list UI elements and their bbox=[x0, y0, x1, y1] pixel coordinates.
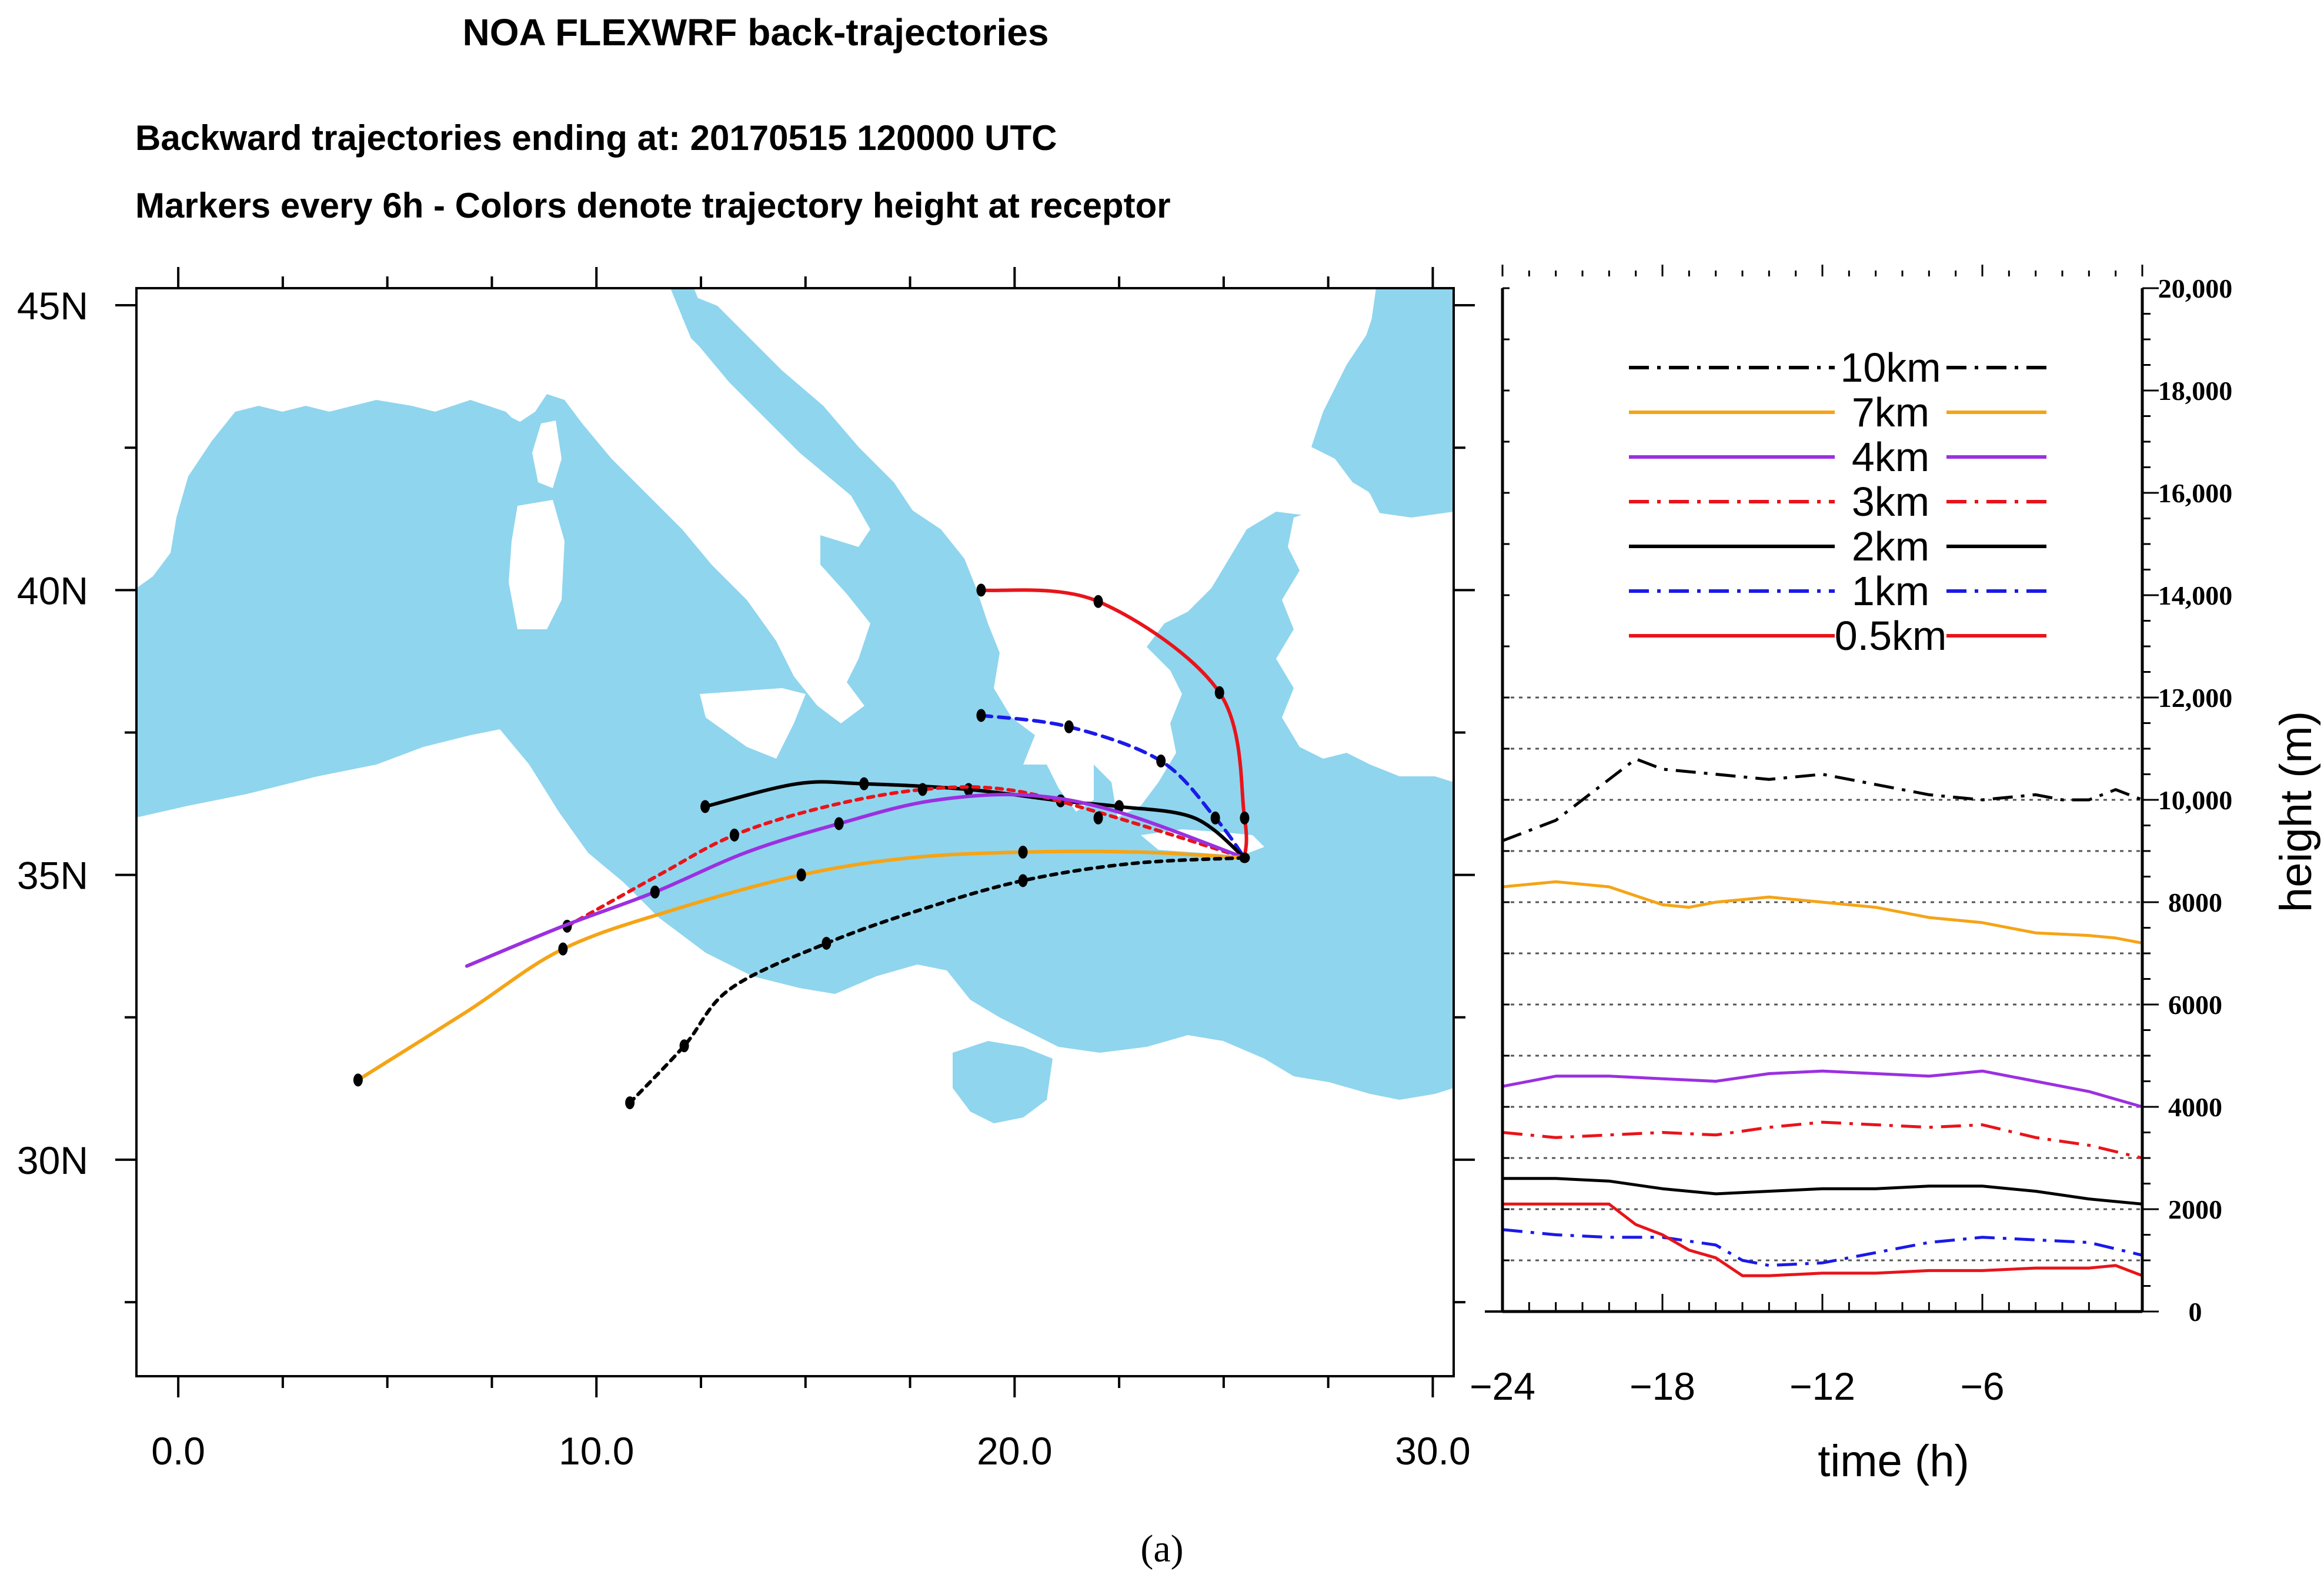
map-marker-4km bbox=[834, 817, 844, 830]
legend-label: 10km bbox=[1840, 345, 1941, 391]
profile-y-tick-label: 12,000 bbox=[2158, 683, 2233, 713]
profile-line-0.5km bbox=[1502, 1202, 2142, 1277]
map-marker-3km bbox=[1093, 811, 1103, 825]
map-marker-7km bbox=[796, 868, 806, 882]
map-trajectory-10km bbox=[628, 856, 1247, 1105]
map-marker-10km bbox=[822, 936, 832, 950]
map-marker-7km bbox=[353, 1073, 363, 1087]
subtitle-ending-time: Backward trajectories ending at: 2017051… bbox=[135, 118, 1057, 158]
profile-y-tick-label: 6000 bbox=[2168, 990, 2222, 1020]
profile-x-tick-label: −24 bbox=[1470, 1364, 1535, 1408]
profile-x-tick-label: −18 bbox=[1630, 1364, 1695, 1408]
profile-y-tick-label: 0 bbox=[2189, 1297, 2202, 1327]
map-marker-1km bbox=[1064, 720, 1074, 733]
legend-label: 1km bbox=[1852, 568, 1929, 614]
profile-y-tick-label: 2000 bbox=[2168, 1194, 2222, 1224]
legend-label: 4km bbox=[1852, 434, 1929, 480]
map-marker-10km bbox=[625, 1096, 635, 1110]
map-marker-0.5km bbox=[1214, 686, 1224, 699]
profile-y-tick-label: 4000 bbox=[2168, 1092, 2222, 1122]
map-marker-2km bbox=[700, 800, 710, 813]
map-marker-10km bbox=[1018, 874, 1028, 887]
profile-axes: 0 2000 4000 6000 8000 10,000 12,000 14,000 16,00… bbox=[1470, 265, 2232, 1408]
map-frame bbox=[135, 287, 1455, 1377]
sea-black bbox=[1335, 294, 1454, 506]
map-x-tick-label: 20.0 bbox=[977, 1429, 1052, 1473]
map-marker-1km bbox=[1156, 754, 1166, 768]
profile-y-tick-label: 8000 bbox=[2168, 887, 2222, 917]
landmasses bbox=[136, 288, 1454, 1376]
map-y-tick-label: 40N bbox=[17, 569, 88, 612]
profile-line-4km bbox=[1502, 1069, 2142, 1109]
map-marker-0.5km bbox=[1240, 811, 1250, 825]
land-europe bbox=[136, 288, 870, 723]
figure-title: NOA FLEXWRF back-trajectories bbox=[463, 11, 1049, 54]
map-x-tick-label: 10.0 bbox=[559, 1429, 634, 1473]
profile-line-1km bbox=[1502, 1228, 2142, 1267]
map-marker-0.5km bbox=[976, 583, 986, 597]
profile-line-2km bbox=[1502, 1177, 2142, 1206]
land-sicily bbox=[700, 688, 806, 759]
profile-x-tick-label: −6 bbox=[1960, 1364, 2004, 1408]
sea-gulf-sidra bbox=[953, 1041, 1053, 1123]
profile-x-axis-title: time (h) bbox=[1818, 1436, 1969, 1486]
map-marker-1km bbox=[1210, 811, 1220, 825]
profile-line-7km bbox=[1502, 880, 2142, 945]
map-y-tick-label: 30N bbox=[17, 1139, 88, 1182]
map-marker-7km bbox=[558, 942, 568, 956]
map-marker-0.5km bbox=[1093, 595, 1103, 608]
sea-tyrrhenian bbox=[412, 412, 759, 694]
profile-y-tick-label: 14,000 bbox=[2158, 580, 2233, 610]
map-marker-2km bbox=[964, 783, 974, 796]
legend-label: 7km bbox=[1852, 389, 1929, 435]
land-sardinia bbox=[509, 500, 565, 629]
map-x-tick-label: 30.0 bbox=[1395, 1429, 1470, 1473]
profile-y-tick-label: 18,000 bbox=[2158, 376, 2233, 406]
map-trajectory-1km bbox=[979, 713, 1247, 860]
profile-y-tick-label: 16,000 bbox=[2158, 478, 2233, 508]
profile-line-10km bbox=[1502, 757, 2142, 842]
profile-x-tick-label: −12 bbox=[1789, 1364, 1855, 1408]
map-marker-3km bbox=[917, 783, 927, 796]
land-corsica bbox=[532, 421, 562, 488]
profile-y-tick-label: 20,000 bbox=[2158, 273, 2233, 303]
map-marker-7km bbox=[1018, 845, 1028, 859]
map-y-tick-label: 45N bbox=[17, 284, 88, 328]
subtitle-markers: Markers every 6h - Colors denote traject… bbox=[135, 186, 1171, 225]
profile-line-3km bbox=[1502, 1120, 2142, 1160]
map-trajectories bbox=[353, 583, 1250, 1110]
legend-label: 3km bbox=[1852, 479, 1929, 525]
map-y-tick-label: 35N bbox=[17, 854, 88, 897]
map-marker-10km bbox=[679, 1039, 689, 1053]
land-balkans bbox=[694, 288, 1382, 817]
legend-label: 0.5km bbox=[1835, 613, 1947, 659]
land-anatolia bbox=[1276, 506, 1454, 782]
map-axes: 0.0 10.0 20.0 30.0 30N 35N 40N 45N bbox=[17, 267, 1475, 1473]
map-marker-1km bbox=[976, 709, 986, 722]
profile-series bbox=[1502, 757, 2142, 1277]
map-marker-2km bbox=[859, 777, 869, 790]
sea-adriatic bbox=[682, 294, 917, 535]
map-panel: 0.0 10.0 20.0 30.0 30N 35N 40N 45N bbox=[17, 267, 1475, 1473]
profile-y-tick-label: 10,000 bbox=[2158, 785, 2233, 815]
height-profile-panel: 0 2000 4000 6000 8000 10,000 12,000 14,000 16,00… bbox=[1470, 265, 2321, 1486]
map-marker-4km bbox=[650, 885, 660, 899]
map-receptor-point bbox=[1239, 852, 1250, 863]
land-north-africa bbox=[136, 729, 1454, 1376]
map-marker-3km bbox=[729, 828, 739, 842]
map-x-tick-label: 0.0 bbox=[151, 1429, 205, 1473]
figure-caption: (a) bbox=[1140, 1527, 1183, 1570]
legend-label: 2km bbox=[1852, 523, 1929, 569]
profile-y-axis-title: height (m) bbox=[2271, 711, 2321, 912]
